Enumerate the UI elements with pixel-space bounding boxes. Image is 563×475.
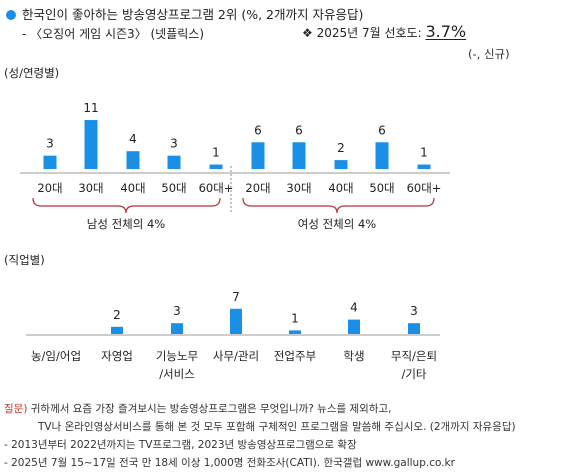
tick-label: 40대 (120, 181, 145, 195)
title-bullet-icon (6, 10, 16, 20)
tick-label: 무직/은퇴 (391, 349, 437, 363)
footnote-1: - 2013년부터 2022년까지는 TV프로그램, 2023년 방송영상프로그… (4, 439, 357, 451)
data-label: 4 (350, 301, 358, 315)
tick-label: 50대 (369, 181, 394, 195)
tick-label: 기능노무 (156, 349, 198, 363)
bar (289, 330, 301, 334)
program-subtitle: - 〈오징어 게임 시즌3〉 (넷플릭스) (22, 27, 205, 41)
data-label: 2 (113, 308, 121, 322)
bar (408, 323, 420, 334)
data-label: 11 (83, 101, 98, 115)
female-group-brace (242, 197, 435, 214)
preference-value: 3.7% (425, 22, 467, 41)
data-label: 7 (232, 290, 240, 304)
tick-label: 30대 (78, 181, 103, 195)
question-line-1: 질문) 귀하께서 요즘 가장 즐겨보시는 방송영상프로그램은 무엇입니까? 뉴스… (4, 401, 391, 416)
bar (126, 151, 140, 169)
data-label: 3 (410, 304, 418, 318)
footnote-2: - 2025년 7월 15~17일 전국 만 18세 이상 1,000명 전화조… (4, 457, 455, 469)
bar (251, 142, 265, 169)
data-label: 6 (254, 123, 262, 137)
data-label: 1 (291, 311, 299, 325)
data-label: 3 (170, 137, 178, 151)
tick-label: 20대 (37, 181, 62, 195)
tick-label: 전업주부 (274, 349, 316, 363)
preference-label: ❖ 2025년 7월 선호도: (302, 26, 422, 40)
tick-label: 40대 (328, 181, 353, 195)
tick-label: 20대 (245, 181, 270, 195)
title-text: 한국인이 좋아하는 방송영상프로그램 2위 (22, 7, 238, 22)
bar (230, 308, 242, 334)
female-group-label: 여성 전체의 4% (298, 217, 377, 231)
gender-age-chart: 3 20대 11 30대 4 40대 3 50대 1 60대+ 6 20대 6 30대 2 40대 6 50대 1 6… (20, 101, 450, 231)
tick-label: 자영업 (101, 349, 133, 363)
data-label: 6 (378, 123, 386, 137)
data-label: 3 (173, 304, 181, 318)
bar (292, 142, 306, 169)
bar (167, 155, 181, 169)
section-label-occupation: (직업별) (4, 253, 45, 267)
tick-label: 30대 (286, 181, 311, 195)
question-line-2: TV나 온라인영상서비스를 통해 본 것 모두 포함해 구체적인 프로그램을 말… (38, 421, 516, 433)
data-label: 4 (129, 132, 137, 146)
tick-label: 학생 (343, 349, 364, 363)
data-label: 6 (295, 123, 303, 137)
tick-label: 60대+ (199, 181, 234, 195)
bar (111, 326, 123, 334)
title-note: (%, 2개까지 자유응답) (241, 7, 364, 22)
occupation-chart: 농/임/어업 2 자영업 3 기능노무/서비스 7 사무/관리 1 전업주부 4 학생 3 무직/은퇴 /… (26, 290, 440, 381)
question-label: 질문) (4, 403, 28, 415)
bar (375, 142, 389, 169)
question-text-1: 귀하께서 요즘 가장 즐겨보시는 방송영상프로그램은 무엇입니까? 뉴스를 제외… (30, 403, 392, 415)
male-group-brace (32, 197, 221, 214)
male-group-label: 남성 전체의 4% (87, 217, 166, 231)
bar (43, 155, 57, 169)
section-label-gender-age: (성/연령별) (4, 66, 60, 80)
bar (84, 120, 98, 169)
bar (348, 319, 360, 334)
bar (417, 164, 431, 169)
bar (334, 160, 348, 169)
data-label: 2 (337, 141, 345, 155)
tick-label: 농/임/어업 (31, 349, 81, 363)
tick-label: 사무/관리 (213, 349, 259, 363)
tick-label: /기타 (401, 367, 426, 381)
tick-label: 60대+ (407, 181, 442, 195)
tick-label: /서비스 (159, 367, 195, 381)
data-label: 3 (46, 137, 54, 151)
data-label: 1 (212, 146, 220, 160)
tick-label: 50대 (161, 181, 186, 195)
chart-title: 한국인이 좋아하는 방송영상프로그램 2위 (%, 2개까지 자유응답) (6, 4, 363, 23)
preference-summary: ❖ 2025년 7월 선호도: 3.7% (302, 22, 466, 41)
change-note: (-, 신규) (468, 47, 510, 61)
data-label: 1 (420, 146, 428, 160)
bar (171, 323, 183, 334)
bar (209, 164, 223, 169)
